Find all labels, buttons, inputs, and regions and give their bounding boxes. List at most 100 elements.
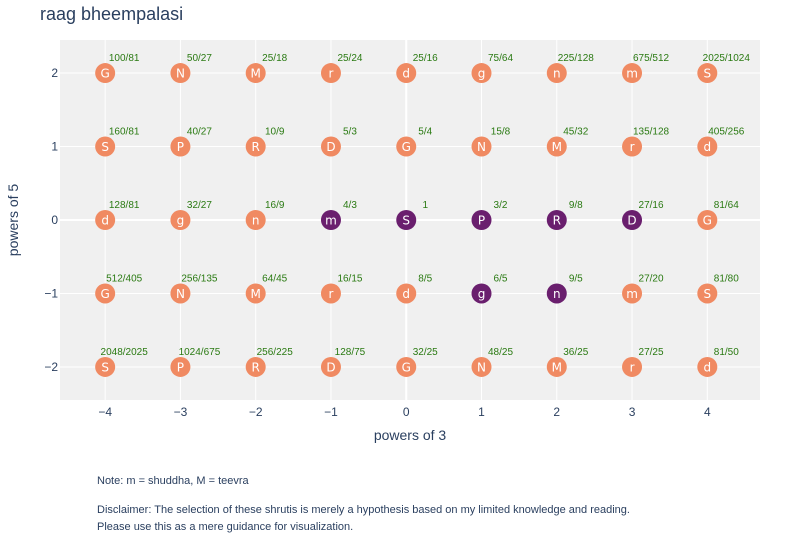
swara-marker[interactable] <box>622 136 643 157</box>
swara-label: d <box>703 140 711 154</box>
swara-marker[interactable] <box>396 136 417 157</box>
swara-marker[interactable] <box>396 356 417 377</box>
ratio-label: 81/50 <box>714 347 739 358</box>
ratio-label: 160/81 <box>109 127 140 138</box>
swara-marker[interactable] <box>697 63 718 84</box>
swara-marker[interactable] <box>170 63 191 84</box>
swara-marker[interactable] <box>471 136 492 157</box>
swara-label: g <box>478 287 486 301</box>
swara-marker[interactable] <box>396 210 417 230</box>
swara-label: m <box>626 67 638 81</box>
ratio-label: 81/80 <box>714 273 739 284</box>
swara-marker[interactable] <box>170 283 191 304</box>
swara-marker[interactable] <box>471 356 492 377</box>
ratio-label: 10/9 <box>265 127 285 138</box>
swara-marker[interactable] <box>471 210 492 230</box>
ratio-label: 5/4 <box>418 127 432 138</box>
y-tick-label: −2 <box>44 360 58 374</box>
ratio-label: 128/81 <box>109 200 140 211</box>
swara-label: P <box>177 140 184 154</box>
ratio-label: 225/128 <box>558 53 595 64</box>
swara-marker[interactable] <box>320 283 341 304</box>
swara-marker[interactable] <box>396 63 417 84</box>
swara-marker[interactable] <box>95 63 116 84</box>
swara-marker[interactable] <box>320 63 341 84</box>
disclaimer-line-2: Please use this as a mere guidance for v… <box>97 521 354 533</box>
ratio-label: 1024/675 <box>179 347 221 358</box>
swara-marker[interactable] <box>471 283 492 304</box>
swara-label: S <box>703 67 711 81</box>
swara-marker[interactable] <box>697 210 718 230</box>
swara-marker[interactable] <box>546 283 567 304</box>
ratio-label: 128/75 <box>335 347 366 358</box>
swara-label: G <box>402 140 411 154</box>
swara-marker[interactable] <box>245 356 266 377</box>
ratio-label: 32/27 <box>187 200 212 211</box>
swara-label: d <box>402 287 410 301</box>
ratio-label: 27/25 <box>639 347 664 358</box>
y-tick-label: 0 <box>51 213 58 227</box>
y-tick-label: 1 <box>51 140 58 154</box>
ratio-label: 405/256 <box>708 127 745 138</box>
swara-marker[interactable] <box>245 136 266 157</box>
x-tick-label: 3 <box>629 405 636 419</box>
swara-marker[interactable] <box>320 356 341 377</box>
swara-marker[interactable] <box>471 63 492 84</box>
swara-marker[interactable] <box>697 356 718 377</box>
note-text: Note: m = shuddha, M = teevra <box>97 475 249 487</box>
swara-marker[interactable] <box>546 356 567 377</box>
ratio-label: 135/128 <box>633 127 670 138</box>
swara-marker[interactable] <box>95 283 116 304</box>
ratio-label: 100/81 <box>109 53 140 64</box>
swara-marker[interactable] <box>245 283 266 304</box>
swara-label: d <box>402 67 410 81</box>
swara-marker[interactable] <box>546 210 567 230</box>
ratio-label: 6/5 <box>494 273 508 284</box>
disclaimer-line-1: Disclaimer: The selection of these shrut… <box>97 504 630 516</box>
swara-marker[interactable] <box>320 210 341 230</box>
swara-label: P <box>177 360 184 374</box>
swara-marker[interactable] <box>170 210 191 230</box>
ratio-label: 32/25 <box>413 347 438 358</box>
swara-label: n <box>553 287 561 301</box>
swara-marker[interactable] <box>245 63 266 84</box>
swara-marker[interactable] <box>95 210 116 230</box>
swara-label: N <box>477 360 486 374</box>
swara-label: G <box>703 214 712 228</box>
ratio-label: 25/24 <box>337 53 362 64</box>
swara-marker[interactable] <box>170 356 191 377</box>
swara-label: S <box>703 287 711 301</box>
swara-marker[interactable] <box>622 283 643 304</box>
swara-label: M <box>552 140 562 154</box>
swara-label: D <box>326 140 335 154</box>
swara-marker[interactable] <box>622 210 643 230</box>
ratio-label: 48/25 <box>488 347 513 358</box>
swara-marker[interactable] <box>396 283 417 304</box>
swara-marker[interactable] <box>546 136 567 157</box>
x-tick-label: 1 <box>478 405 485 419</box>
ratio-label: 40/27 <box>187 127 212 138</box>
y-tick-label: −1 <box>44 286 58 300</box>
swara-label: D <box>627 214 636 228</box>
swara-marker[interactable] <box>622 356 643 377</box>
swara-marker[interactable] <box>622 63 643 84</box>
swara-marker[interactable] <box>546 63 567 84</box>
swara-label: R <box>252 360 260 374</box>
swara-marker[interactable] <box>170 136 191 157</box>
swara-label: R <box>553 214 561 228</box>
swara-marker[interactable] <box>697 136 718 157</box>
ratio-label: 15/8 <box>491 127 511 138</box>
swara-marker[interactable] <box>95 356 116 377</box>
ratio-label: 8/5 <box>418 273 432 284</box>
swara-marker[interactable] <box>697 283 718 304</box>
swara-label: D <box>326 360 335 374</box>
x-tick-label: 0 <box>403 405 410 419</box>
swara-marker[interactable] <box>320 136 341 157</box>
ratio-label: 50/27 <box>187 53 212 64</box>
swara-marker[interactable] <box>245 210 266 230</box>
x-tick-label: 4 <box>704 405 711 419</box>
swara-marker[interactable] <box>95 136 116 157</box>
swara-label: N <box>176 67 185 81</box>
ratio-label: 9/8 <box>569 200 583 211</box>
